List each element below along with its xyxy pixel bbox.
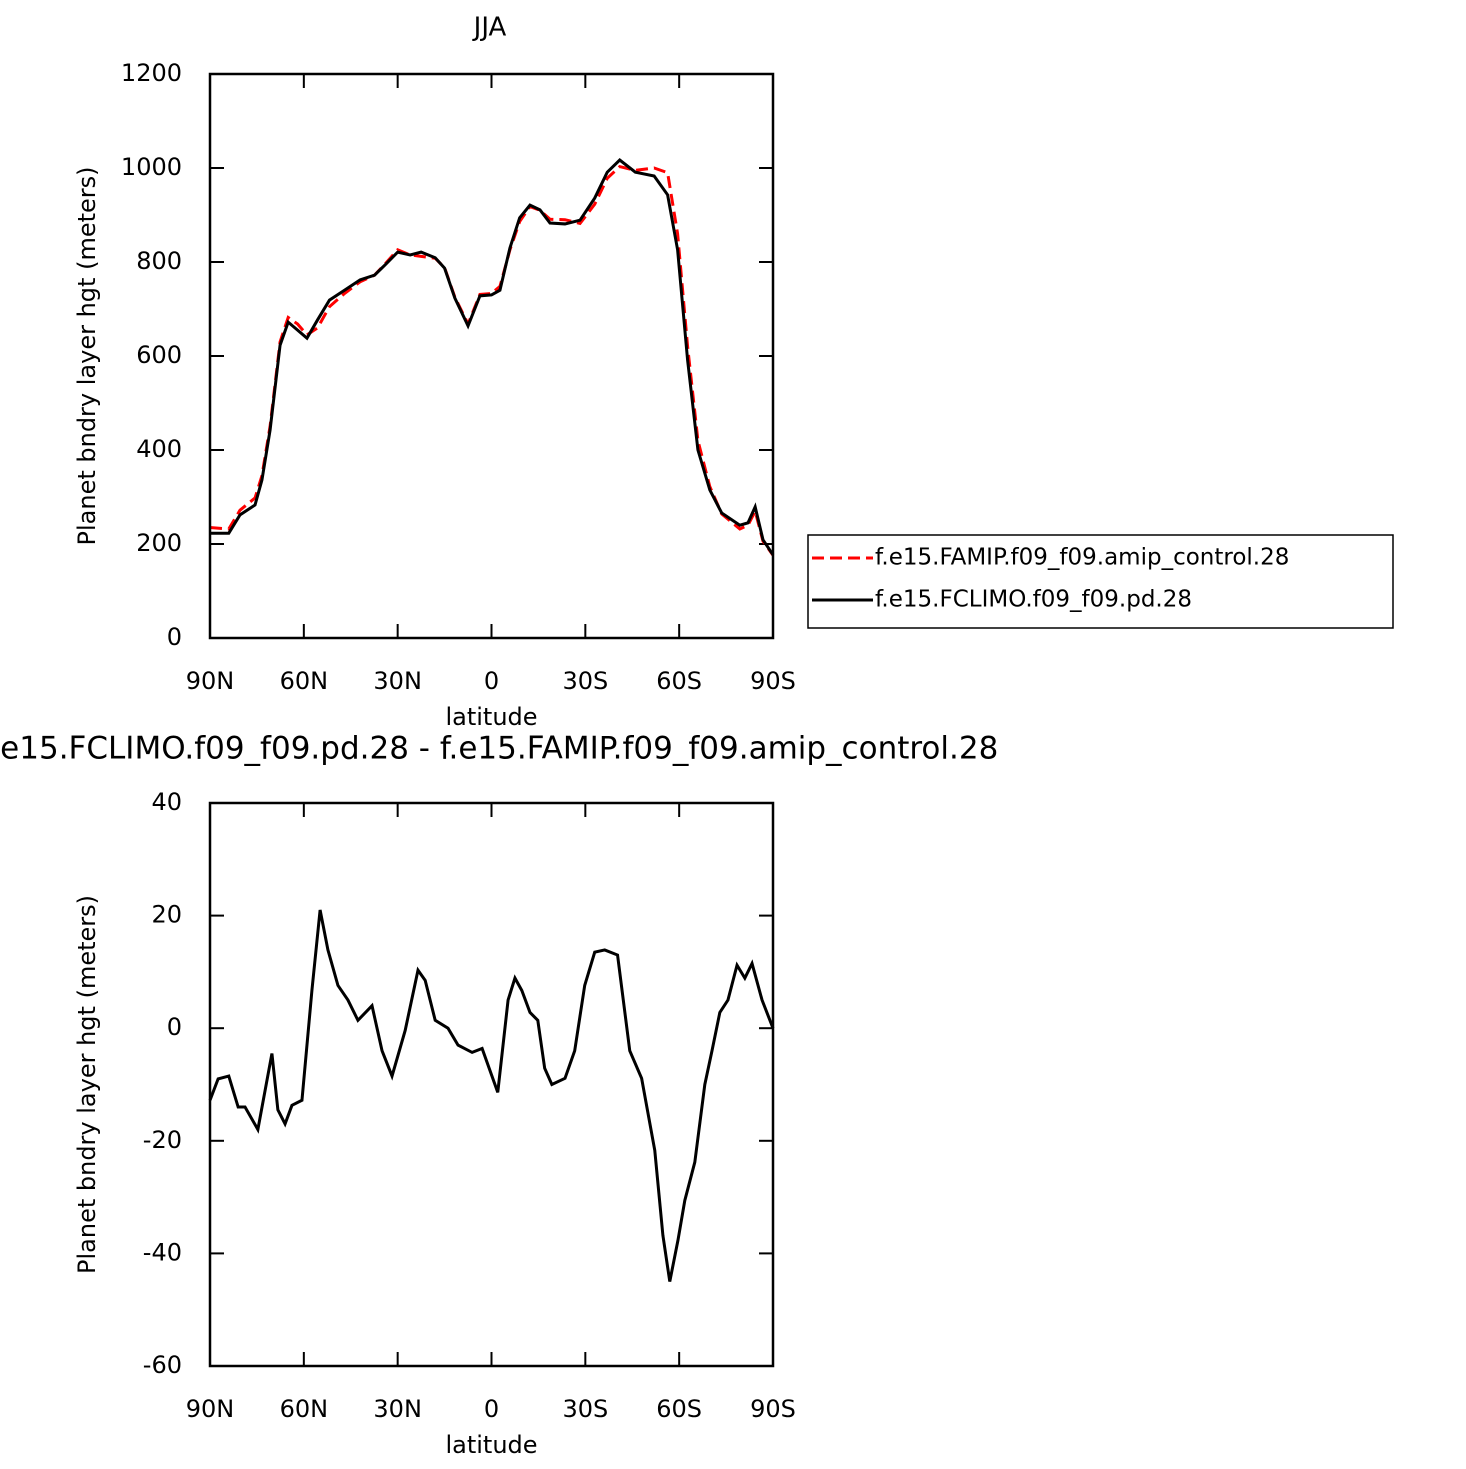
x-tick-label: 30S: [562, 1395, 608, 1423]
y-tick-label: -60: [143, 1351, 182, 1379]
x-tick-label: 30S: [562, 667, 608, 695]
x-tick-label: 90S: [750, 1395, 796, 1423]
x-tick-label: 90N: [186, 667, 235, 695]
x-tick-label: 30N: [373, 667, 422, 695]
y-tick-label: 200: [136, 529, 182, 557]
x-tick-label: 0: [484, 1395, 499, 1423]
x-axis-label: latitude: [445, 703, 537, 731]
x-axis-label: latitude: [445, 1431, 537, 1459]
y-tick-label: -40: [143, 1238, 182, 1266]
x-tick-label: 90S: [750, 667, 796, 695]
x-tick-label: 90N: [186, 1395, 235, 1423]
x-tick-label: 60S: [656, 667, 702, 695]
y-tick-label: 0: [167, 1013, 182, 1041]
y-tick-label: 20: [151, 901, 182, 929]
y-tick-label: 0: [167, 623, 182, 651]
y-axis-label: Planet bndry layer hgt (meters): [73, 167, 101, 546]
plot-frame: [208, 72, 775, 640]
x-tick-label: 60N: [280, 1395, 329, 1423]
legend-label: f.e15.FAMIP.f09_f09.amip_control.28: [875, 545, 1289, 571]
chart-title: JJA: [472, 13, 507, 43]
y-tick-label: -20: [143, 1126, 182, 1154]
y-tick-label: 1000: [121, 153, 182, 181]
x-tick-label: 60N: [280, 667, 329, 695]
x-tick-label: 30N: [373, 1395, 422, 1423]
y-axis-label: Planet bndry layer hgt (meters): [73, 895, 101, 1274]
x-tick-label: 60S: [656, 1395, 702, 1423]
data-line: [210, 158, 775, 556]
plot-frame: [208, 801, 775, 1368]
legend-label: f.e15.FCLIMO.f09_f09.pd.28: [875, 587, 1192, 613]
y-tick-label: 800: [136, 247, 182, 275]
y-tick-label: 600: [136, 341, 182, 369]
x-tick-label: 0: [484, 667, 499, 695]
y-tick-label: 1200: [121, 59, 182, 87]
chart-title: f.e15.FCLIMO.f09_f09.pd.28 - f.e15.FAMIP…: [0, 731, 998, 767]
y-tick-label: 40: [151, 788, 182, 816]
y-tick-label: 400: [136, 435, 182, 463]
data-line: [208, 909, 775, 1282]
legend-box: [807, 534, 1394, 629]
